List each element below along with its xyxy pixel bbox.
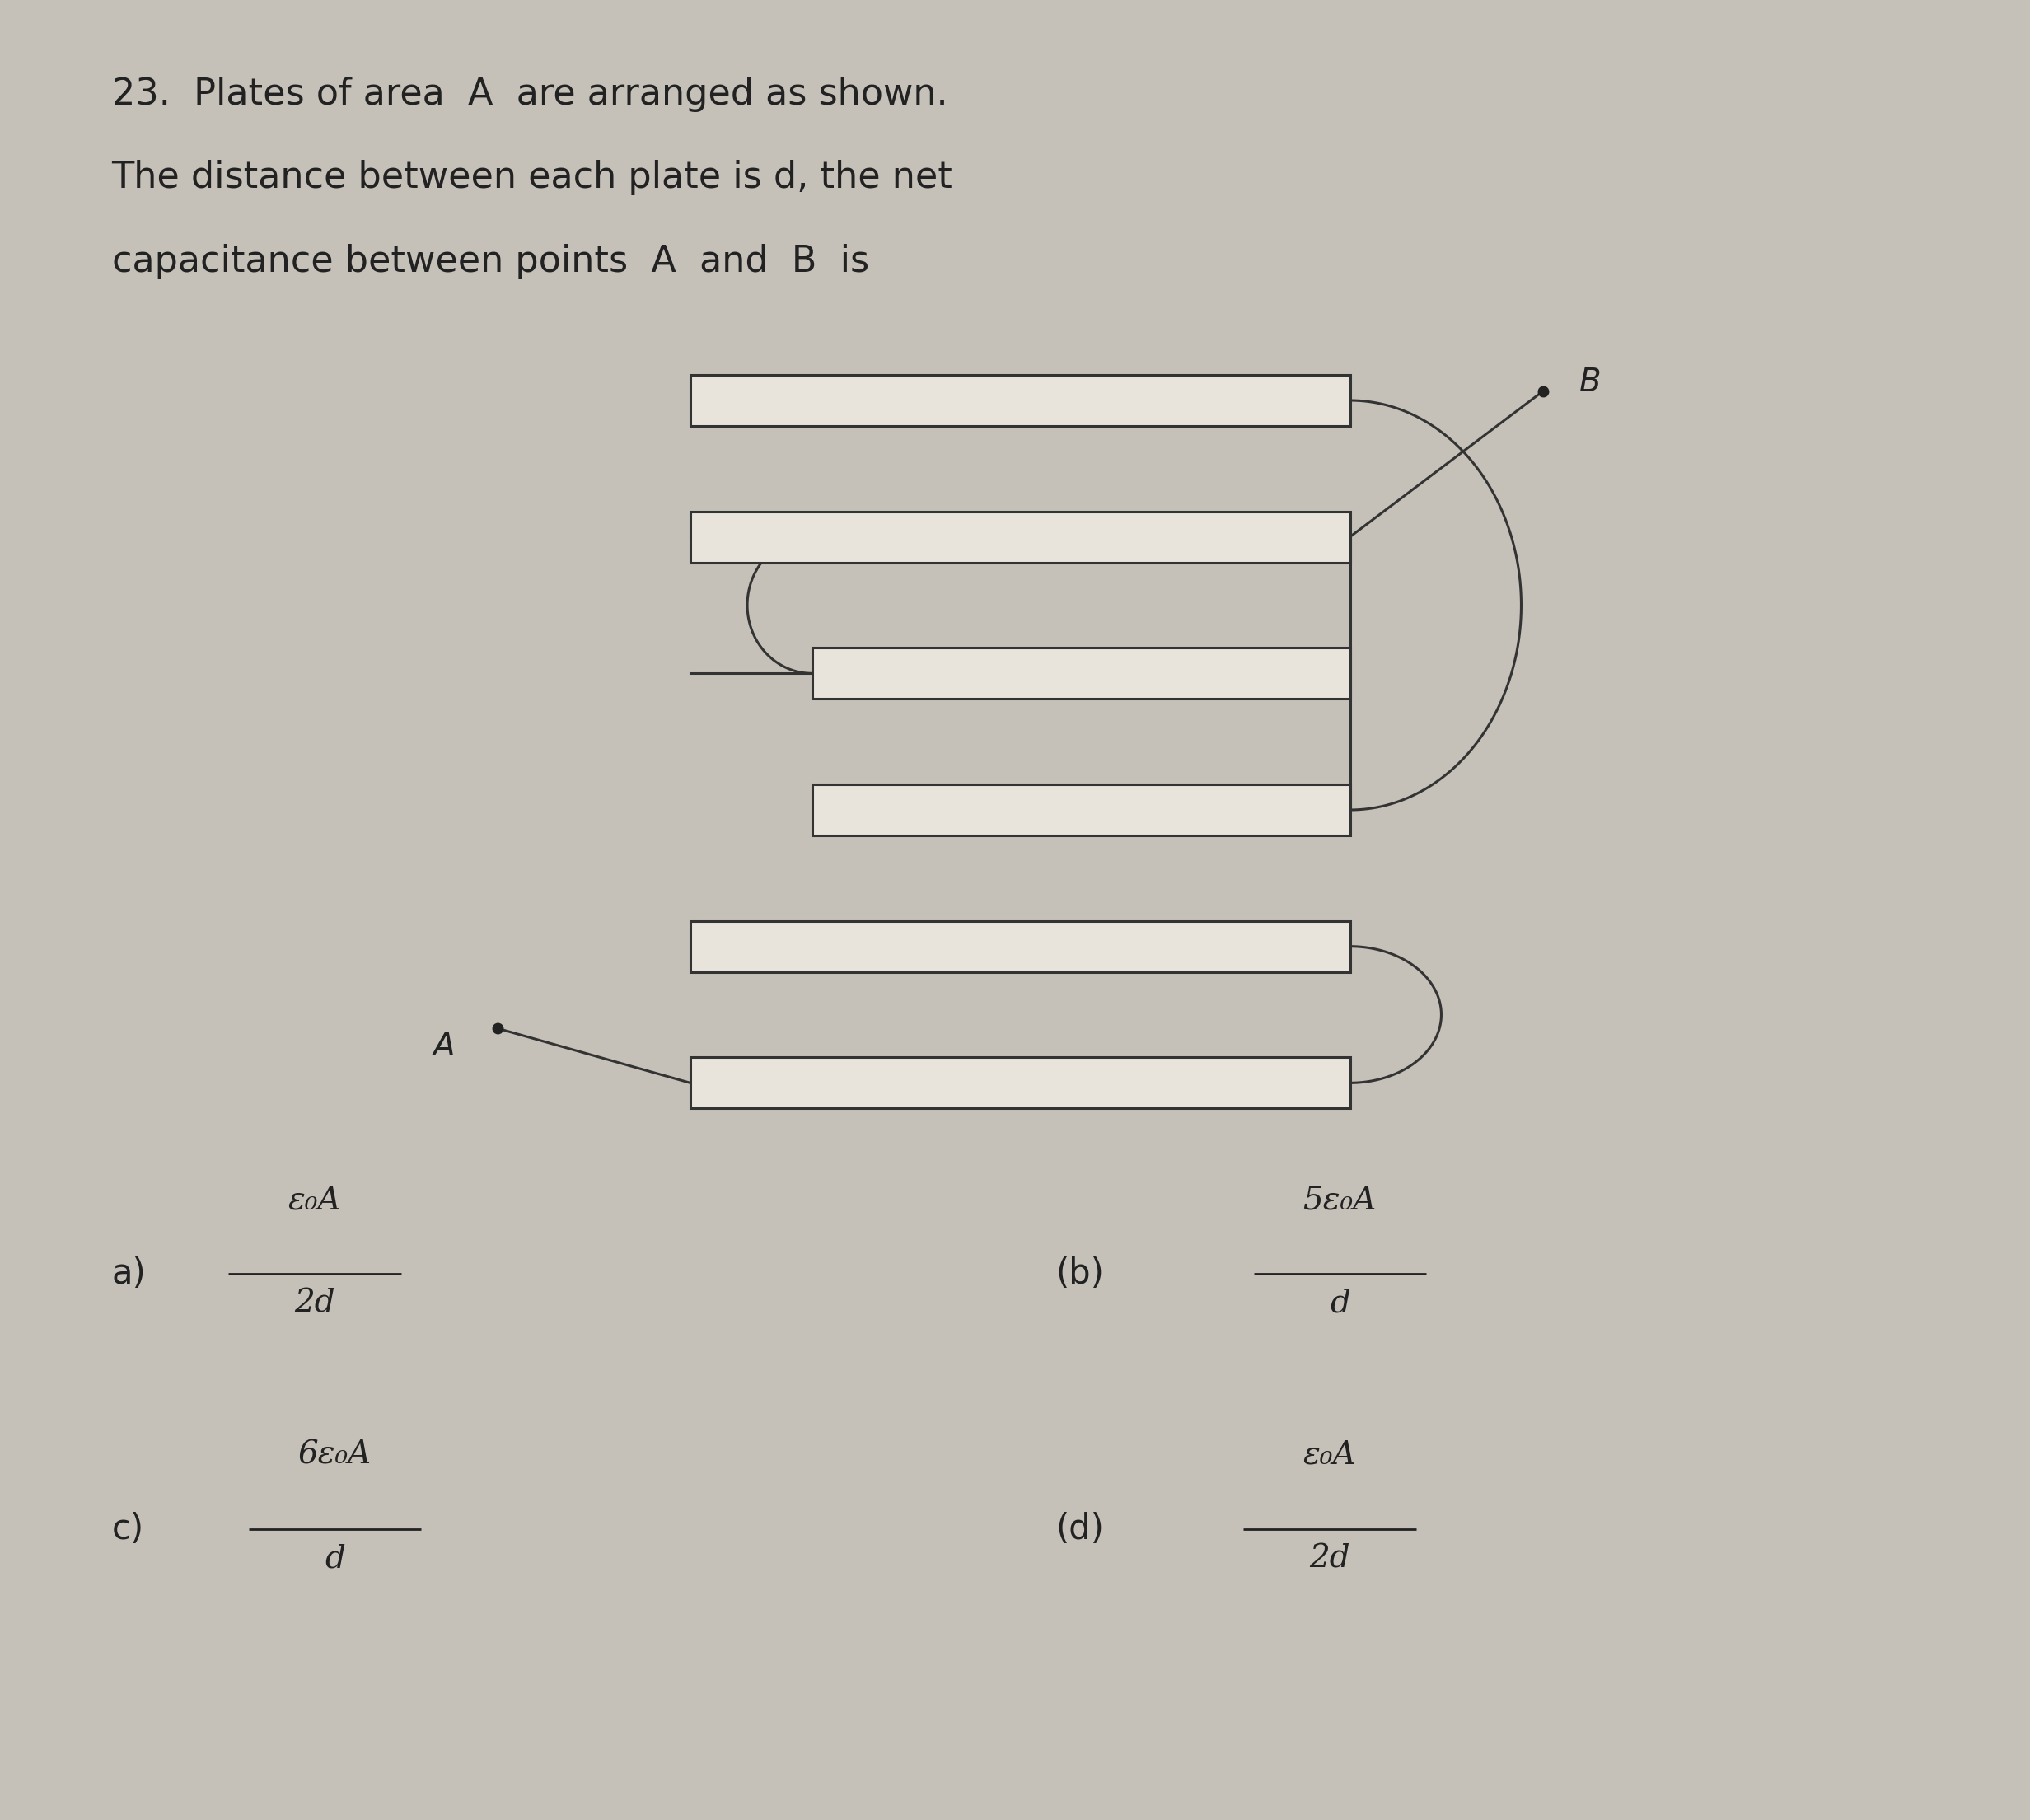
FancyBboxPatch shape (812, 648, 1350, 699)
Text: a): a) (112, 1256, 146, 1292)
FancyBboxPatch shape (690, 511, 1350, 562)
Text: The distance between each plate is d, the net: The distance between each plate is d, th… (112, 160, 952, 195)
Text: (b): (b) (1056, 1256, 1104, 1292)
Text: A: A (432, 1030, 455, 1063)
Text: 6ε₀A: 6ε₀A (298, 1440, 371, 1471)
Text: 5ε₀A: 5ε₀A (1303, 1185, 1376, 1216)
Text: (d): (d) (1056, 1511, 1104, 1547)
Text: 2d: 2d (1309, 1543, 1350, 1574)
Text: B: B (1579, 366, 1602, 399)
Text: d: d (325, 1543, 345, 1574)
Text: ε₀A: ε₀A (288, 1185, 341, 1216)
Text: d: d (1330, 1289, 1350, 1320)
Text: 2d: 2d (294, 1289, 335, 1320)
FancyBboxPatch shape (690, 921, 1350, 972)
FancyBboxPatch shape (690, 375, 1350, 426)
FancyBboxPatch shape (812, 784, 1350, 835)
FancyBboxPatch shape (690, 1057, 1350, 1108)
Text: c): c) (112, 1511, 144, 1547)
Text: ε₀A: ε₀A (1303, 1440, 1356, 1471)
Text: capacitance between points  A  and  B  is: capacitance between points A and B is (112, 244, 869, 278)
Text: 23.  Plates of area  A  are arranged as shown.: 23. Plates of area A are arranged as sho… (112, 76, 948, 111)
